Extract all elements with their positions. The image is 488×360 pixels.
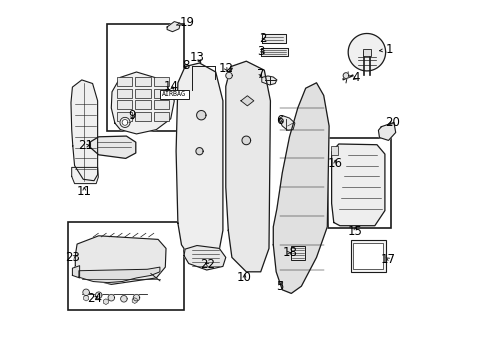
Polygon shape xyxy=(378,122,395,140)
Bar xyxy=(352,243,383,269)
Polygon shape xyxy=(225,61,270,272)
Bar xyxy=(68,222,183,310)
Polygon shape xyxy=(278,116,294,130)
Text: 22: 22 xyxy=(200,258,215,271)
Polygon shape xyxy=(331,144,384,226)
Text: 24: 24 xyxy=(87,292,102,305)
Bar xyxy=(291,246,305,260)
Text: 12: 12 xyxy=(218,62,233,75)
Polygon shape xyxy=(75,236,166,284)
Bar xyxy=(154,89,169,98)
Polygon shape xyxy=(261,76,276,85)
Text: 14: 14 xyxy=(163,80,178,93)
Polygon shape xyxy=(196,148,203,155)
Text: 10: 10 xyxy=(237,271,251,284)
Polygon shape xyxy=(120,117,130,127)
Polygon shape xyxy=(273,83,328,293)
Bar xyxy=(117,100,132,109)
Text: 23: 23 xyxy=(65,251,80,264)
Bar xyxy=(350,240,385,272)
Text: 3: 3 xyxy=(257,45,264,58)
Polygon shape xyxy=(72,167,98,184)
Bar xyxy=(135,112,150,121)
Polygon shape xyxy=(82,289,89,296)
Bar xyxy=(135,77,150,86)
Polygon shape xyxy=(95,292,102,298)
Text: 21: 21 xyxy=(78,139,93,152)
Bar xyxy=(362,49,370,56)
Text: AIRBAG: AIRBAG xyxy=(162,91,186,97)
Polygon shape xyxy=(225,72,232,79)
Text: 15: 15 xyxy=(347,225,362,238)
Bar xyxy=(154,112,169,121)
Bar xyxy=(117,112,132,121)
Polygon shape xyxy=(183,246,225,270)
Bar xyxy=(159,90,189,99)
Text: 5: 5 xyxy=(276,280,283,293)
Text: 19: 19 xyxy=(176,16,194,29)
Bar xyxy=(327,138,390,228)
Text: 6: 6 xyxy=(275,114,283,127)
Bar xyxy=(117,77,132,86)
Polygon shape xyxy=(111,72,174,134)
Polygon shape xyxy=(90,136,136,158)
Polygon shape xyxy=(196,111,205,120)
Polygon shape xyxy=(108,294,114,301)
Polygon shape xyxy=(347,33,385,71)
Text: 13: 13 xyxy=(189,51,204,64)
Polygon shape xyxy=(242,136,250,145)
Polygon shape xyxy=(343,73,348,78)
Bar xyxy=(154,77,169,86)
Text: 17: 17 xyxy=(380,253,395,266)
Text: 8: 8 xyxy=(182,59,189,72)
Bar xyxy=(135,100,150,109)
Text: 7: 7 xyxy=(256,68,264,81)
Bar xyxy=(330,146,337,155)
Polygon shape xyxy=(133,294,140,301)
Text: 20: 20 xyxy=(384,116,399,129)
Text: 11: 11 xyxy=(77,185,92,198)
Polygon shape xyxy=(176,63,223,266)
Text: 2: 2 xyxy=(258,32,265,45)
Text: 18: 18 xyxy=(283,246,297,259)
Bar xyxy=(107,24,184,131)
Bar xyxy=(135,89,150,98)
Polygon shape xyxy=(79,267,160,283)
Text: 9: 9 xyxy=(128,109,135,122)
Polygon shape xyxy=(122,120,127,125)
Polygon shape xyxy=(260,48,287,56)
Text: 4: 4 xyxy=(352,71,359,84)
Bar xyxy=(154,100,169,109)
Polygon shape xyxy=(261,34,285,43)
Polygon shape xyxy=(72,266,80,278)
Text: 16: 16 xyxy=(327,157,342,170)
Polygon shape xyxy=(71,80,98,181)
Polygon shape xyxy=(167,22,180,32)
Text: 1: 1 xyxy=(379,43,392,56)
Bar xyxy=(117,89,132,98)
Polygon shape xyxy=(121,296,127,302)
Polygon shape xyxy=(241,96,253,106)
